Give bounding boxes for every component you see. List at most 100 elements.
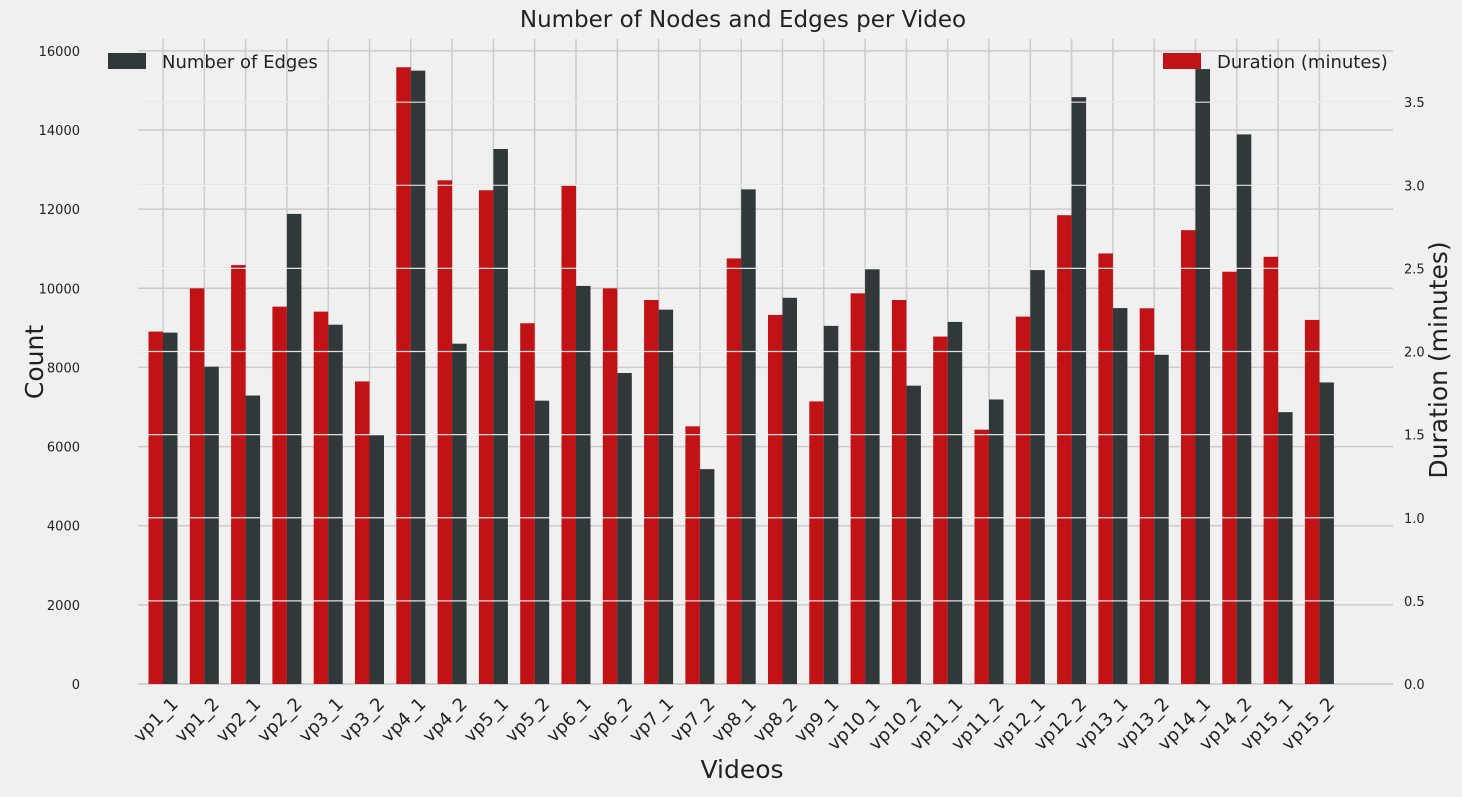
bar-edges bbox=[328, 324, 343, 684]
y-tick-label: 8000 bbox=[47, 361, 80, 376]
legend-right: Duration (minutes) bbox=[1163, 52, 1388, 73]
bar-duration bbox=[891, 299, 907, 684]
bar-duration bbox=[1263, 256, 1279, 684]
x-tick-label: vp1_2 bbox=[171, 694, 224, 747]
bar-duration bbox=[1015, 316, 1031, 684]
y-tick-label: 10000 bbox=[39, 282, 80, 297]
bar-edges bbox=[369, 435, 384, 684]
x-tick-label: vp4_2 bbox=[419, 694, 472, 747]
bar-duration bbox=[396, 67, 411, 684]
x-tick-label: vp3_1 bbox=[295, 694, 348, 747]
x-tick-label: vp7_2 bbox=[666, 694, 719, 747]
y-tick-label: 14000 bbox=[39, 124, 80, 139]
bar-duration bbox=[313, 311, 329, 684]
x-tick-label: vp6_1 bbox=[543, 694, 596, 747]
x-tick-label: vp6_2 bbox=[584, 694, 637, 747]
bar-edges bbox=[1154, 354, 1169, 684]
bar-edges bbox=[1030, 270, 1045, 684]
x-tick-label: vp2_2 bbox=[253, 694, 306, 747]
x-tick-label: vp8_2 bbox=[749, 694, 802, 747]
bar-duration bbox=[520, 323, 535, 684]
chart-title: Number of Nodes and Edges per Video bbox=[520, 7, 966, 33]
bar-duration bbox=[974, 429, 989, 684]
y-tick-label: 6000 bbox=[47, 441, 80, 456]
bar-edges bbox=[1278, 412, 1293, 684]
bar-edges bbox=[617, 372, 632, 684]
bar-duration bbox=[726, 258, 742, 684]
x-tick-label: vp2_1 bbox=[212, 694, 265, 747]
bar-duration bbox=[437, 180, 453, 684]
y2-tick-label: 3.0 bbox=[1404, 179, 1425, 194]
bar-duration bbox=[768, 314, 783, 684]
y-axis-label: Count bbox=[20, 325, 49, 399]
bar-edges bbox=[204, 366, 219, 684]
y-tick-label: 16000 bbox=[39, 45, 80, 60]
y-tick-label: 4000 bbox=[47, 520, 80, 535]
bar-duration bbox=[1098, 253, 1113, 685]
bar-duration bbox=[1304, 319, 1320, 684]
bar-duration bbox=[809, 401, 824, 684]
x-tick-label: vp7_1 bbox=[625, 694, 678, 747]
bar-edges bbox=[823, 325, 839, 684]
bar-duration bbox=[355, 381, 370, 684]
bar-edges bbox=[1071, 97, 1087, 685]
x-tick-label: vp4_1 bbox=[377, 694, 430, 747]
bar-duration bbox=[644, 299, 659, 684]
bar-edges bbox=[245, 395, 261, 684]
y2-tick-label: 0.0 bbox=[1404, 678, 1425, 693]
legend-label-edges: Number of Edges bbox=[162, 52, 318, 73]
x-tick-label: vp5_2 bbox=[501, 694, 554, 747]
bar-edges bbox=[452, 343, 467, 684]
y-tick-label: 0 bbox=[72, 678, 80, 693]
y2-tick-label: 2.0 bbox=[1404, 346, 1425, 361]
bar-duration bbox=[1222, 271, 1237, 684]
y2-tick-label: 1.0 bbox=[1404, 512, 1425, 527]
bar-edges bbox=[947, 321, 963, 684]
bar-duration bbox=[231, 265, 246, 684]
bar-duration bbox=[850, 293, 866, 684]
x-tick-label: vp5_1 bbox=[460, 694, 513, 747]
bar-edges bbox=[493, 149, 508, 685]
y2-axis-label: Duration (minutes) bbox=[1424, 241, 1453, 478]
x-tick-label: vp3_2 bbox=[336, 694, 389, 747]
bar-edges bbox=[1236, 134, 1252, 684]
x-tick-label: vp8_1 bbox=[708, 694, 761, 747]
bar-edges bbox=[163, 332, 178, 684]
bar-edges bbox=[1112, 308, 1128, 684]
bar-edges bbox=[658, 309, 674, 684]
bar-edges bbox=[1195, 69, 1210, 685]
y-tick-label: 2000 bbox=[47, 599, 80, 614]
bar-duration bbox=[189, 288, 205, 684]
x-axis-label: Videos bbox=[700, 755, 783, 784]
bar-duration bbox=[148, 331, 163, 684]
x-tick-label: vp1_1 bbox=[130, 694, 183, 747]
bar-edges bbox=[906, 385, 921, 684]
y2-tick-label: 1.5 bbox=[1404, 429, 1425, 444]
bar-edges bbox=[534, 400, 550, 684]
bar-duration bbox=[1057, 215, 1072, 684]
bar-edges bbox=[286, 213, 302, 684]
y2-tick-label: 2.5 bbox=[1404, 262, 1425, 277]
bar-edges bbox=[1319, 382, 1334, 684]
bar-edges bbox=[782, 297, 797, 684]
y2-tick-label: 0.5 bbox=[1404, 595, 1425, 610]
bar-edges bbox=[410, 70, 426, 685]
bar-edges bbox=[989, 399, 1004, 684]
legend-swatch-duration bbox=[1163, 53, 1201, 69]
legend-label-duration: Duration (minutes) bbox=[1217, 52, 1388, 73]
bar-duration bbox=[1181, 230, 1196, 685]
bar-edges bbox=[576, 285, 591, 684]
bar-edges bbox=[699, 469, 715, 684]
bar-edges bbox=[865, 269, 880, 684]
legend-left: Number of Edges bbox=[108, 52, 318, 73]
bar-duration bbox=[1139, 308, 1155, 684]
bar-duration bbox=[478, 190, 494, 685]
bar-duration bbox=[933, 336, 948, 684]
bar-duration bbox=[272, 306, 287, 684]
bar-edges bbox=[741, 189, 756, 684]
y2-tick-label: 3.5 bbox=[1404, 96, 1425, 111]
bar-duration bbox=[602, 288, 618, 684]
legend-swatch-edges bbox=[108, 53, 146, 69]
